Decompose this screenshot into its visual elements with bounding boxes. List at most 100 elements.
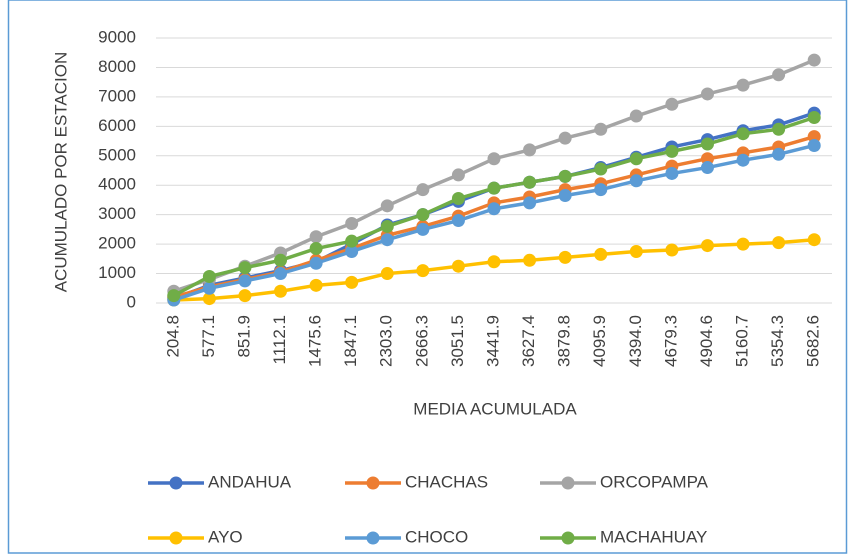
legend-label: CHACHAS <box>405 472 488 491</box>
x-tick-label: 4095.9 <box>590 315 609 367</box>
x-tick-label: 1112.1 <box>270 315 289 364</box>
data-point <box>416 208 430 222</box>
y-tick-label: 0 <box>127 292 136 311</box>
legend-label: AYO <box>208 527 243 546</box>
data-point <box>772 122 786 136</box>
data-point <box>487 152 501 166</box>
data-point <box>451 214 465 228</box>
y-tick-label: 6000 <box>98 116 136 135</box>
data-point <box>665 243 679 257</box>
data-point <box>202 281 216 295</box>
data-point <box>736 127 750 141</box>
data-point <box>594 162 608 176</box>
data-point <box>629 244 643 258</box>
x-tick-label: 3051.5 <box>448 315 467 367</box>
x-axis-title: MEDIA ACUMULADA <box>413 399 577 418</box>
data-point <box>523 196 537 210</box>
x-tick-label: 851.9 <box>234 315 253 358</box>
data-point <box>807 233 821 247</box>
data-point <box>594 247 608 261</box>
data-point <box>807 111 821 124</box>
data-point <box>238 289 252 303</box>
data-point <box>202 292 216 306</box>
data-point <box>700 161 714 175</box>
data-point <box>309 230 323 244</box>
data-point <box>772 68 786 82</box>
data-point <box>700 137 714 151</box>
data-point <box>451 168 465 182</box>
y-tick-label: 8000 <box>98 57 136 76</box>
data-point <box>309 256 323 270</box>
data-point <box>665 144 679 158</box>
x-tick-label: 4679.3 <box>661 315 680 367</box>
data-point <box>167 289 181 303</box>
x-tick-label: 5354.3 <box>768 315 787 367</box>
data-point <box>558 189 572 203</box>
data-point <box>345 244 359 258</box>
legend-marker <box>366 531 380 545</box>
data-point <box>274 267 288 281</box>
data-point <box>523 143 537 157</box>
x-tick-label: 3879.8 <box>555 315 574 367</box>
legend-label: MACHAHUAY <box>600 527 707 546</box>
data-point <box>523 253 537 267</box>
y-axis-title: ACUMULADO POR ESTACION <box>51 52 70 293</box>
data-point <box>772 147 786 161</box>
x-tick-label: 4394.0 <box>626 315 645 367</box>
data-point <box>345 234 359 248</box>
data-point <box>629 174 643 188</box>
data-point <box>416 183 430 197</box>
data-point <box>772 236 786 250</box>
data-point <box>274 284 288 298</box>
data-point <box>807 53 821 67</box>
data-point <box>451 259 465 273</box>
data-point <box>700 87 714 101</box>
data-point <box>629 152 643 166</box>
legend-marker <box>561 531 575 545</box>
y-tick-label: 1000 <box>98 263 136 282</box>
x-tick-label: 1847.1 <box>341 315 360 367</box>
data-point <box>558 131 572 145</box>
x-tick-label: 5160.7 <box>733 315 752 367</box>
y-tick-label: 5000 <box>98 145 136 164</box>
data-point <box>736 78 750 92</box>
x-tick-label: 204.8 <box>163 315 182 358</box>
data-point <box>594 183 608 197</box>
data-point <box>523 175 537 189</box>
x-tick-label: 2303.0 <box>377 315 396 367</box>
data-point <box>274 253 288 267</box>
legend-marker <box>169 531 183 545</box>
y-tick-label: 2000 <box>98 234 136 253</box>
data-point <box>736 237 750 251</box>
y-tick-label: 9000 <box>98 27 136 46</box>
legend-label: ANDAHUA <box>208 472 292 491</box>
data-point <box>594 122 608 136</box>
data-point <box>380 219 394 233</box>
data-point <box>487 255 501 269</box>
data-point <box>487 202 501 216</box>
x-tick-label: 3441.9 <box>483 315 502 367</box>
data-point <box>345 275 359 289</box>
x-tick-label: 3627.4 <box>519 315 538 367</box>
data-point <box>202 270 216 283</box>
data-point <box>629 109 643 123</box>
data-point <box>380 267 394 281</box>
data-point <box>345 217 359 230</box>
data-point <box>700 239 714 253</box>
x-tick-label: 1475.6 <box>306 315 325 367</box>
legend-marker <box>561 476 575 490</box>
y-tick-label: 4000 <box>98 175 136 194</box>
data-point <box>451 191 465 205</box>
data-point <box>309 278 323 292</box>
data-point <box>309 242 323 256</box>
legend-marker <box>169 476 183 490</box>
y-tick-label: 7000 <box>98 86 136 105</box>
data-point <box>380 199 394 213</box>
data-point <box>487 181 501 195</box>
data-point <box>665 166 679 180</box>
data-point <box>736 153 750 167</box>
x-tick-label: 2666.3 <box>412 315 431 367</box>
legend-label: CHOCO <box>405 527 468 546</box>
legend-marker <box>366 476 380 490</box>
